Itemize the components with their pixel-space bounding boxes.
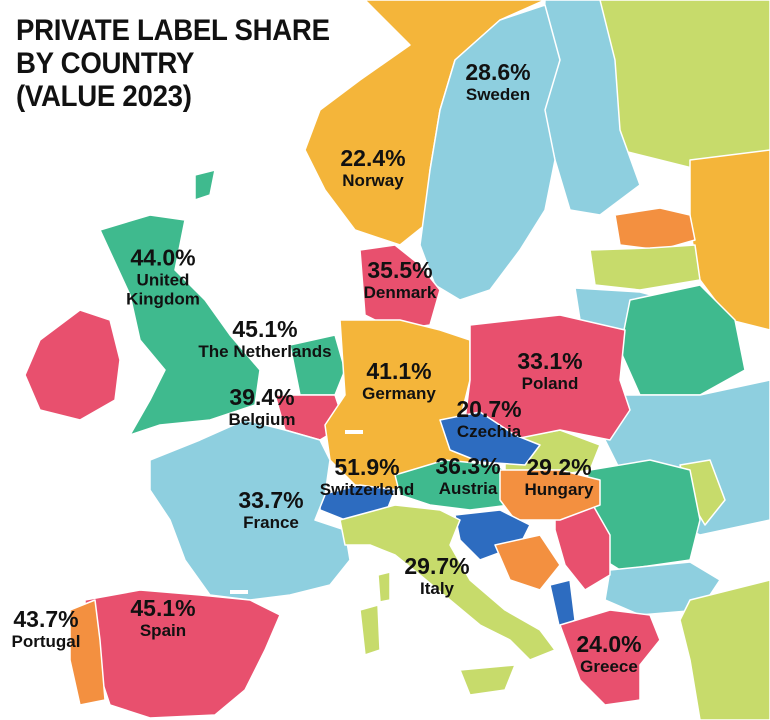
hungary-region (499, 469, 601, 521)
label-italy: 29.7% Italy (404, 553, 470, 599)
value-spain: 45.1% (130, 595, 196, 621)
ireland-region (24, 309, 121, 421)
sicily-region (459, 664, 516, 696)
name-france: France (243, 513, 299, 532)
label-france: 33.7% France (238, 487, 304, 533)
name-portugal: Portugal (11, 632, 81, 651)
label-greece: 24.0% Greece (576, 631, 642, 677)
value-hungary: 29.2% (526, 454, 592, 480)
sardinia-region (359, 604, 381, 656)
value-portugal: 43.7% (13, 606, 79, 632)
uk-region (99, 214, 261, 436)
value-greece: 24.0% (576, 631, 642, 657)
title-line-2: BY COUNTRY (16, 47, 195, 80)
value-denmark: 35.5% (367, 257, 433, 283)
name-sweden: Sweden (465, 85, 531, 104)
name-czechia: Czechia (456, 422, 522, 441)
label-switzerland: 51.9% Switzerland (319, 454, 415, 500)
turkey-region (679, 579, 770, 720)
name-united-kingdom: United Kingdom (126, 270, 200, 309)
belarus-region (619, 284, 746, 396)
value-italy: 29.7% (404, 553, 470, 579)
portugal-region (69, 599, 106, 706)
italy-region (339, 504, 556, 661)
corsica-region (377, 571, 391, 603)
value-norway: 22.4% (340, 145, 406, 171)
denmark-region (359, 244, 441, 331)
value-france: 33.7% (238, 487, 304, 513)
value-belgium: 39.4% (229, 384, 295, 410)
name-norway: Norway (342, 171, 404, 190)
greece-region (559, 609, 661, 706)
label-germany: 41.1% Germany (362, 358, 436, 404)
value-netherlands: 45.1% (232, 316, 298, 342)
name-italy: Italy (419, 579, 455, 598)
label-belgium: 39.4% Belgium (228, 384, 296, 430)
value-austria: 36.3% (435, 453, 501, 479)
label-netherlands: 45.1% The Netherlands (198, 316, 332, 362)
label-spain: 45.1% Spain (130, 595, 196, 641)
label-denmark: 35.5% Denmark (363, 257, 437, 303)
name-germany: Germany (362, 384, 436, 403)
map-scale-mark-2 (230, 590, 248, 594)
bosnia-region (494, 534, 561, 591)
value-germany: 41.1% (366, 358, 432, 384)
value-sweden: 28.6% (465, 59, 531, 85)
name-denmark: Denmark (363, 283, 437, 302)
value-poland: 33.1% (517, 348, 583, 374)
name-netherlands: The Netherlands (198, 342, 332, 361)
name-switzerland: Switzerland (319, 480, 415, 499)
label-poland: 33.1% Poland (517, 348, 583, 394)
poland-region (464, 314, 631, 441)
map-scale-mark (345, 430, 363, 434)
name-hungary: Hungary (524, 480, 594, 499)
map-title: PRIVATE LABEL SHARE BY COUNTRY (VALUE 20… (16, 14, 330, 113)
title-line-3: (VALUE 2023) (16, 80, 192, 113)
czechia-region (439, 411, 541, 466)
label-norway: 22.4% Norway (340, 145, 406, 191)
name-poland: Poland (521, 374, 579, 393)
name-spain: Spain (139, 621, 187, 640)
label-hungary: 29.2% Hungary (524, 454, 594, 500)
estonia-region (614, 207, 696, 251)
netherlands-region (289, 334, 346, 396)
name-austria: Austria (438, 479, 498, 498)
value-switzerland: 51.9% (334, 454, 400, 480)
latvia-region (589, 244, 701, 291)
label-united-kingdom: 44.0% United Kingdom (115, 244, 211, 309)
name-belgium: Belgium (228, 410, 296, 429)
name-greece: Greece (580, 657, 638, 676)
scotland-islands (194, 169, 216, 201)
label-austria: 36.3% Austria (435, 453, 501, 499)
label-sweden: 28.6% Sweden (465, 59, 531, 105)
sweden-region (419, 4, 561, 301)
value-czechia: 20.7% (456, 396, 522, 422)
title-line-1: PRIVATE LABEL SHARE (16, 14, 330, 47)
value-united-kingdom: 44.0% (130, 244, 196, 271)
label-portugal: 43.7% Portugal (11, 606, 81, 652)
label-czechia: 20.7% Czechia (456, 396, 522, 442)
